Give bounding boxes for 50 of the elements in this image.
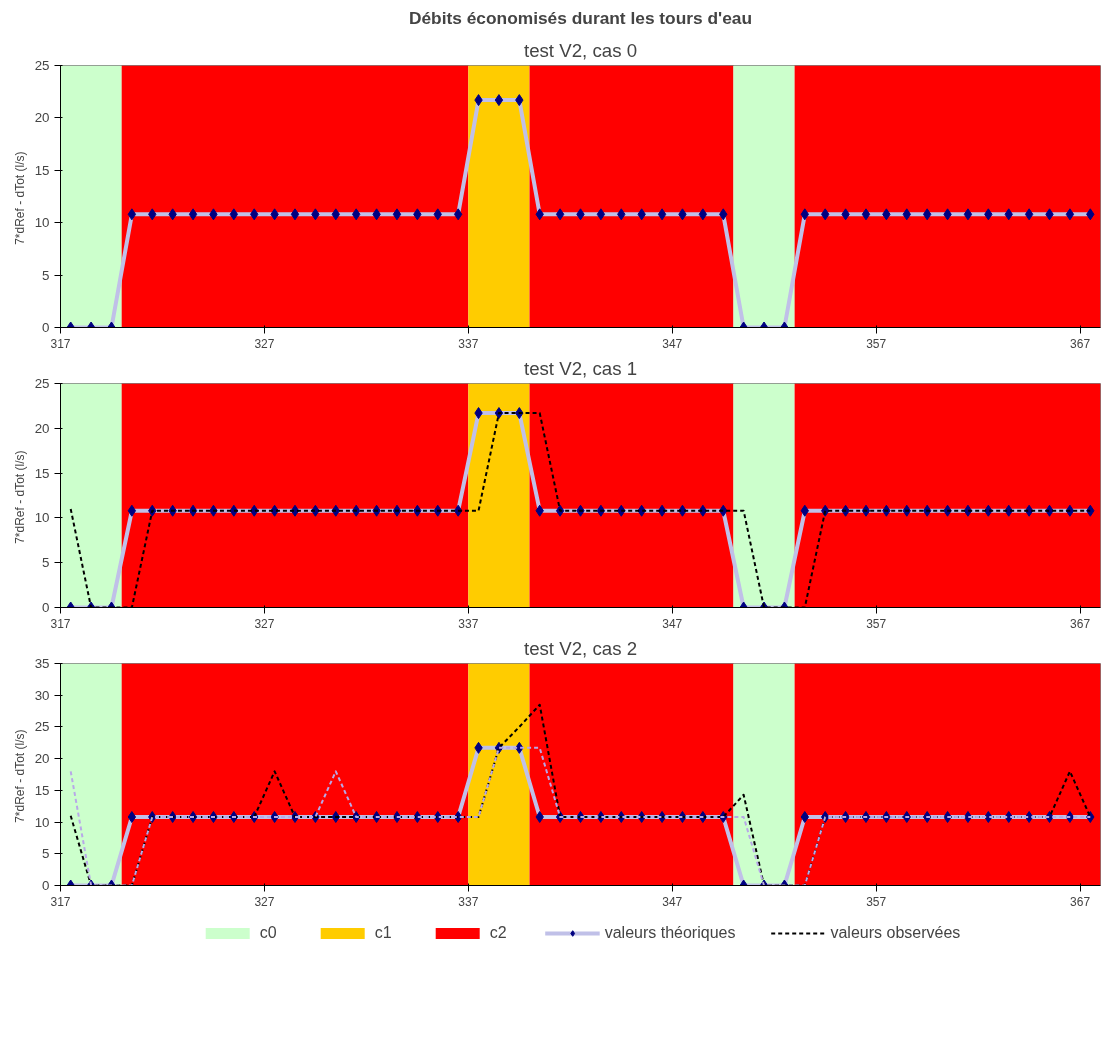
y-tick-label: 15	[34, 782, 50, 798]
legend-label: c2	[489, 924, 508, 942]
x-tick-label: 317	[50, 616, 71, 631]
legend-label: c0	[259, 924, 278, 942]
x-tick-label: 337	[458, 336, 479, 351]
legend-label: c1	[374, 924, 393, 942]
x-tick-label: 317	[50, 894, 71, 909]
y-tick-label: 20	[34, 110, 50, 126]
x-tick-label: 337	[458, 894, 479, 909]
x-tick-label: 347	[662, 894, 683, 909]
y-tick-label: 0	[42, 878, 50, 893]
y-tick-label: 20	[34, 751, 50, 767]
x-tick-label: 327	[254, 894, 275, 909]
y-tick-label: 35	[34, 656, 50, 671]
y-tick-label: 25	[34, 376, 50, 391]
y-tick-label: 10	[34, 814, 50, 830]
chart-title: test V2, cas 1	[523, 357, 638, 379]
y-tick-label: 10	[34, 215, 50, 231]
x-tick-label: 367	[1070, 336, 1091, 351]
y-axis-title: 7*dRef - dTot (l/s)	[12, 729, 27, 823]
x-tick-label: 327	[254, 336, 275, 351]
y-tick-label: 5	[42, 555, 50, 571]
chart-title: test V2, cas 2	[523, 637, 638, 659]
x-tick-label: 357	[866, 336, 887, 351]
y-tick-label: 0	[42, 600, 50, 615]
x-tick-label: 347	[662, 616, 683, 631]
legend-label: valeurs observées	[830, 924, 961, 942]
legend-label: valeurs théoriques	[604, 924, 736, 942]
y-tick-label: 25	[34, 719, 50, 735]
x-tick-label: 347	[662, 336, 683, 351]
x-tick-label: 357	[866, 616, 887, 631]
chart-title: Débits économisés durant les tours d'eau	[408, 7, 753, 28]
x-tick-label: 337	[458, 616, 479, 631]
chart-subtitle: test V2, cas 0	[523, 39, 638, 61]
x-tick-label: 357	[866, 894, 887, 909]
y-tick-label: 0	[42, 320, 50, 335]
y-tick-label: 5	[42, 267, 50, 283]
y-tick-label: 10	[34, 510, 50, 526]
x-tick-label: 367	[1070, 616, 1091, 631]
y-tick-label: 15	[34, 465, 50, 481]
y-tick-label: 15	[34, 162, 50, 178]
y-tick-label: 5	[42, 846, 50, 862]
x-tick-label: 327	[254, 616, 275, 631]
y-tick-label: 25	[34, 58, 50, 73]
y-tick-label: 30	[34, 687, 50, 703]
x-tick-label: 367	[1070, 894, 1091, 909]
y-tick-label: 20	[34, 420, 50, 436]
x-tick-label: 317	[50, 336, 71, 351]
y-axis-title: 7*dRef - dTot (l/s)	[12, 450, 27, 544]
y-axis-title: 7*dRef - dTot (l/s)	[12, 151, 27, 245]
